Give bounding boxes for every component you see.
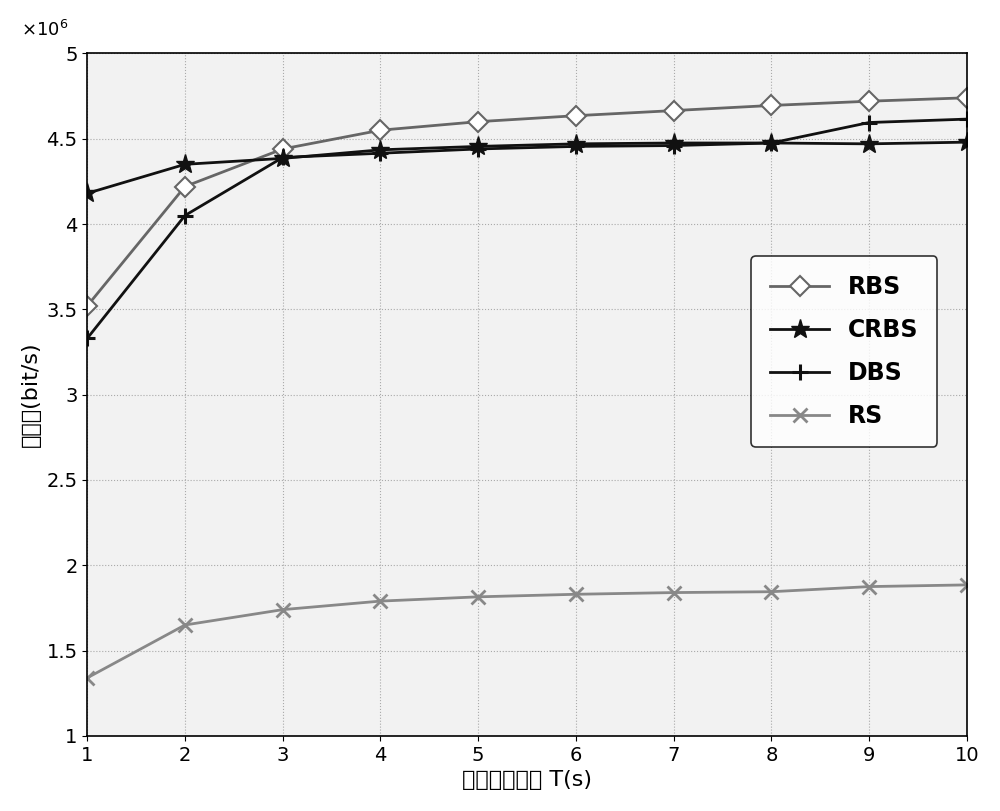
RS <box>961 580 973 590</box>
RBS <box>81 301 93 311</box>
RBS <box>277 144 289 154</box>
RBS <box>374 126 386 135</box>
DBS <box>765 138 777 148</box>
RS <box>863 581 875 591</box>
DBS <box>570 142 582 152</box>
Line: RBS: RBS <box>80 91 974 313</box>
RBS <box>765 101 777 110</box>
CRBS <box>472 142 484 152</box>
RBS <box>668 105 680 115</box>
CRBS <box>81 188 93 198</box>
CRBS <box>374 145 386 155</box>
DBS <box>472 144 484 154</box>
X-axis label: 系统通信时间 T(s): 系统通信时间 T(s) <box>462 770 592 790</box>
CRBS <box>668 138 680 148</box>
RBS <box>570 111 582 121</box>
Line: RS: RS <box>80 578 974 684</box>
CRBS <box>765 138 777 148</box>
DBS <box>81 333 93 343</box>
CRBS <box>277 153 289 163</box>
RS <box>179 620 191 630</box>
DBS <box>374 148 386 158</box>
RS <box>472 592 484 602</box>
DBS <box>179 211 191 221</box>
CRBS <box>570 139 582 148</box>
RBS <box>179 182 191 191</box>
DBS <box>277 152 289 162</box>
DBS <box>961 114 973 124</box>
DBS <box>863 118 875 127</box>
RBS <box>472 117 484 127</box>
RS <box>374 596 386 606</box>
CRBS <box>863 139 875 148</box>
Text: $\times10^6$: $\times10^6$ <box>21 19 69 40</box>
Legend: RBS, CRBS, DBS, RS: RBS, CRBS, DBS, RS <box>751 256 937 447</box>
RS <box>81 673 93 683</box>
DBS <box>668 140 680 150</box>
RS <box>668 588 680 598</box>
Y-axis label: 吸吐量(bit/s): 吸吐量(bit/s) <box>21 342 41 448</box>
RS <box>277 605 289 615</box>
CRBS <box>961 137 973 147</box>
RS <box>570 590 582 599</box>
CRBS <box>179 160 191 169</box>
Line: CRBS: CRBS <box>78 132 977 203</box>
RS <box>765 587 777 597</box>
Line: DBS: DBS <box>80 111 974 346</box>
RBS <box>863 97 875 106</box>
RBS <box>961 93 973 103</box>
